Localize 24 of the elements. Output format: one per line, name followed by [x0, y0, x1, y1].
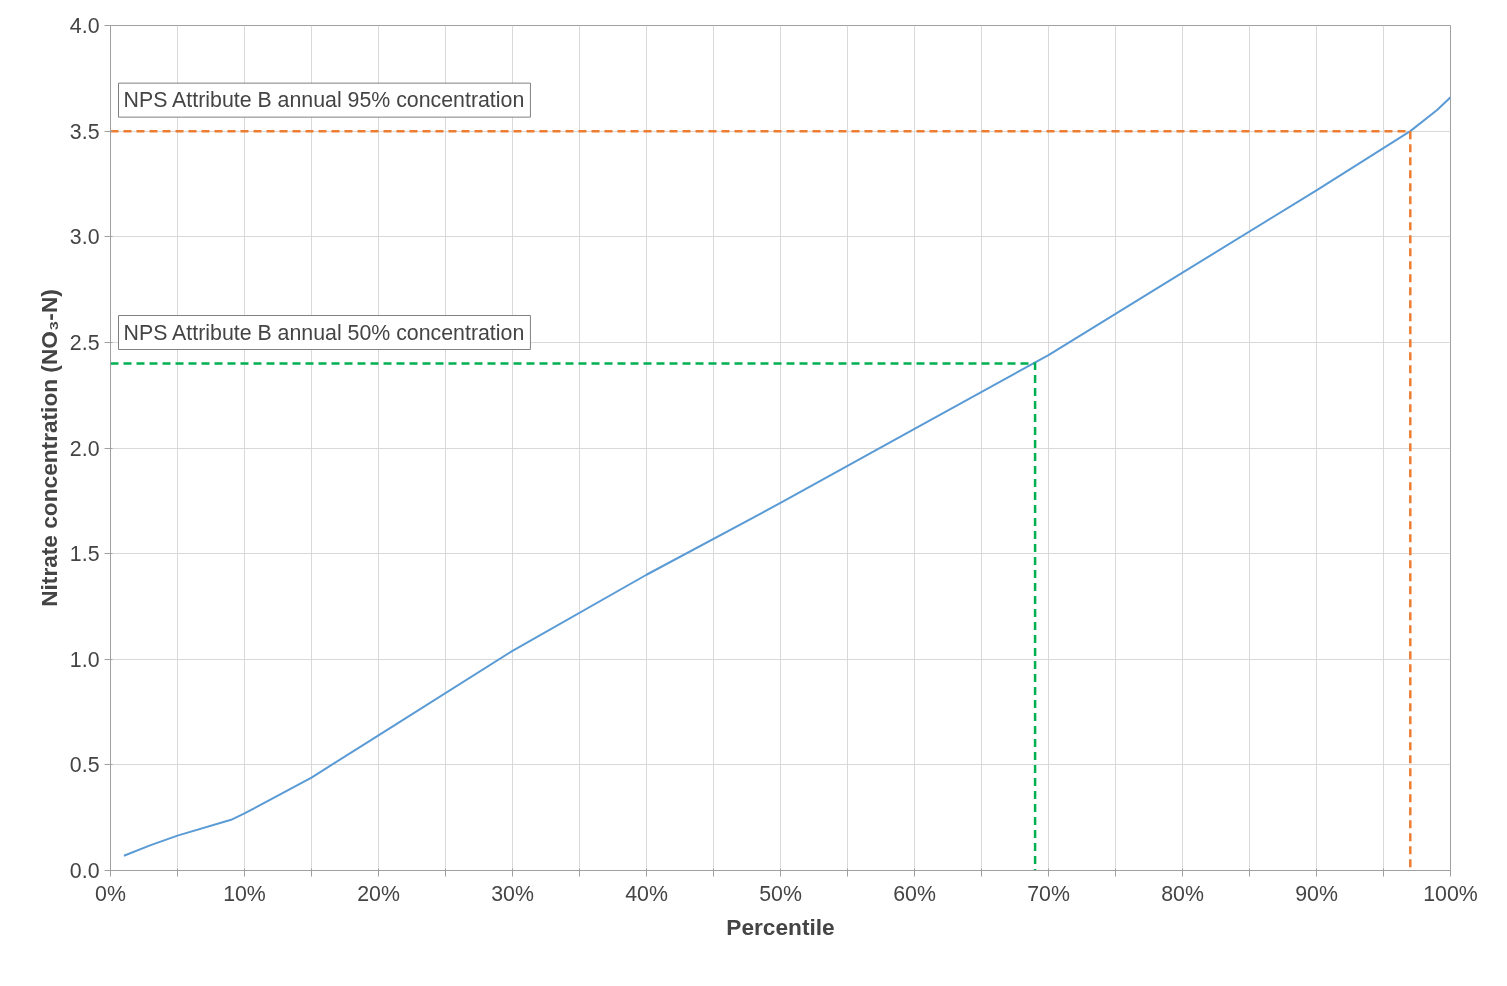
x-tick-label: 70%: [1027, 881, 1070, 906]
x-tick-label: 10%: [223, 881, 266, 906]
x-axis-title: Percentile: [726, 913, 835, 940]
x-tick-label: 60%: [893, 881, 936, 906]
x-tick-label: 50%: [759, 881, 802, 906]
y-tick-label: 1.5: [69, 542, 100, 567]
y-tick-label: 3.5: [69, 119, 100, 144]
y-tick-label: 0.5: [69, 753, 100, 778]
y-tick-label: 1.0: [69, 647, 100, 672]
x-tick-label: 100%: [1423, 881, 1478, 906]
x-tick-label: 30%: [491, 881, 534, 906]
series-label: NPS Attribute B annual 50% concentration: [123, 320, 525, 345]
y-tick-label: 4.0: [69, 14, 100, 38]
y-tick-label: 0.0: [69, 859, 100, 883]
y-tick-label: 3.0: [69, 225, 100, 250]
y-axis-title: Nitrate concentration (NO₃-N): [35, 289, 62, 607]
series-label: NPS Attribute B annual 95% concentration: [123, 88, 525, 113]
y-tick-label: 2.5: [69, 330, 100, 355]
x-tick-label: 80%: [1161, 881, 1204, 906]
x-tick-label: 0%: [95, 881, 126, 906]
x-tick-label: 20%: [357, 881, 400, 906]
x-tick-label: 40%: [625, 881, 668, 906]
y-tick-label: 2.0: [69, 436, 100, 461]
x-tick-label: 90%: [1295, 881, 1338, 906]
